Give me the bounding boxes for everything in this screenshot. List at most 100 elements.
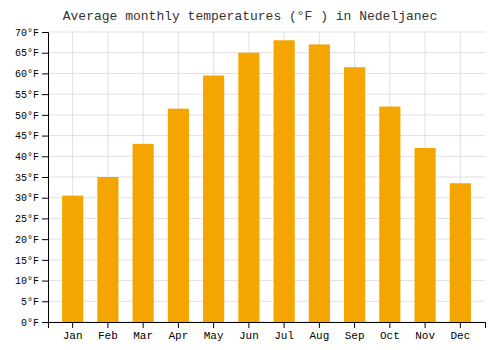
y-tick-label: 0°F [21, 318, 39, 329]
y-tick: 35°F [15, 173, 48, 184]
x-tick: Jan [63, 322, 83, 342]
x-axis-line [49, 323, 486, 329]
x-tick-label: Jan [63, 330, 83, 342]
grid-line-y [48, 114, 485, 115]
x-tick-mark [178, 322, 179, 328]
bar [309, 44, 330, 322]
x-tick: Feb [98, 322, 118, 342]
y-tick-mark [42, 94, 48, 95]
y-tick-mark [42, 136, 48, 137]
bar [450, 183, 471, 322]
bar [203, 76, 224, 323]
y-tick-label: 25°F [15, 214, 39, 225]
x-tick: Apr [168, 322, 188, 342]
x-tick-mark [107, 322, 108, 328]
x-axis: Jan Feb Mar Apr May Jun Jul Aug Sep Oct Nov Dec [49, 322, 486, 342]
y-tick: 55°F [15, 90, 48, 101]
y-tick-label: 20°F [15, 235, 39, 246]
y-tick: 70°F [15, 28, 48, 39]
x-tick-mark [213, 322, 214, 328]
y-tick-mark [42, 32, 48, 33]
chart-svg: Average monthly temperatures (°F ) in Ne… [0, 0, 500, 350]
x-tick: Dec [450, 322, 470, 342]
y-axis-line [42, 33, 49, 323]
x-tick: Jul [274, 322, 294, 342]
grid-line-y [48, 94, 485, 95]
grid [48, 32, 485, 322]
bar [274, 40, 295, 322]
y-tick: 30°F [15, 193, 48, 204]
x-tick-mark [319, 322, 320, 328]
x-tick-label: Apr [168, 330, 188, 342]
y-tick-label: 5°F [21, 297, 39, 308]
y-tick: 5°F [21, 297, 48, 308]
x-tick: Sep [345, 322, 365, 342]
y-tick-label: 10°F [15, 276, 39, 287]
x-tick-label: Jul [274, 330, 294, 342]
y-tick-label: 50°F [15, 111, 39, 122]
chart-container: Average monthly temperatures (°F ) in Ne… [0, 0, 500, 350]
grid-line-y [48, 32, 485, 33]
y-tick-mark [42, 156, 48, 157]
bar [97, 177, 118, 322]
y-tick: 25°F [15, 214, 48, 225]
y-tick: 10°F [15, 276, 48, 287]
y-tick: 20°F [15, 235, 48, 246]
grid-line-y [48, 52, 485, 53]
x-tick-label: Nov [415, 330, 435, 342]
y-tick: 60°F [15, 69, 48, 80]
x-tick-label: May [204, 330, 224, 342]
y-tick: 50°F [15, 111, 48, 122]
y-tick-mark [42, 198, 48, 199]
bar [379, 107, 400, 322]
y-axis: 0°F 5°F 10°F 15°F 20°F 25°F 30°F 35°F 40°F 45°F 50… [15, 28, 49, 329]
y-tick-label: 55°F [15, 90, 39, 101]
x-tick: Oct [380, 322, 400, 342]
y-tick-label: 35°F [15, 173, 39, 184]
bar [168, 109, 189, 322]
chart-title: Average monthly temperatures (°F ) in Ne… [63, 9, 437, 24]
x-tick-mark [248, 322, 249, 328]
bar [133, 144, 154, 322]
x-tick-label: Sep [345, 330, 365, 342]
bar [62, 196, 83, 322]
x-tick-label: Feb [98, 330, 118, 342]
grid-line-y [48, 135, 485, 136]
x-tick-mark [143, 322, 144, 328]
y-tick-label: 65°F [15, 48, 39, 59]
x-tick-mark [460, 322, 461, 328]
x-tick-label: Aug [309, 330, 329, 342]
y-tick-mark [42, 260, 48, 261]
bars [62, 40, 471, 322]
y-tick-mark [42, 301, 48, 302]
bar [344, 67, 365, 322]
x-tick: Aug [309, 322, 329, 342]
y-tick: 0°F [21, 318, 48, 329]
y-tick: 40°F [15, 152, 48, 163]
y-tick-label: 30°F [15, 193, 39, 204]
bar [415, 148, 436, 322]
plot-area: Jan Feb Mar Apr May Jun Jul Aug Sep Oct Nov Dec 0°F 5… [15, 28, 486, 342]
y-tick-mark [42, 239, 48, 240]
y-tick-label: 15°F [15, 256, 39, 267]
x-tick-label: Dec [450, 330, 470, 342]
grid-line-y [48, 73, 485, 74]
y-tick-mark [42, 115, 48, 116]
x-tick: Jun [239, 322, 259, 342]
x-tick-mark [389, 322, 390, 328]
x-tick: Nov [415, 322, 435, 342]
x-tick-label: Jun [239, 330, 259, 342]
x-tick: Mar [133, 322, 153, 342]
x-tick: May [204, 322, 224, 342]
y-tick-label: 40°F [15, 152, 39, 163]
x-tick-mark [354, 322, 355, 328]
y-tick-mark [42, 73, 48, 74]
y-tick: 45°F [15, 131, 48, 142]
x-tick-label: Mar [133, 330, 153, 342]
x-tick-mark [72, 322, 73, 328]
y-tick: 65°F [15, 48, 48, 59]
y-tick-label: 60°F [15, 69, 39, 80]
x-tick-label: Oct [380, 330, 400, 342]
y-tick-mark [42, 177, 48, 178]
x-tick-mark [284, 322, 285, 328]
